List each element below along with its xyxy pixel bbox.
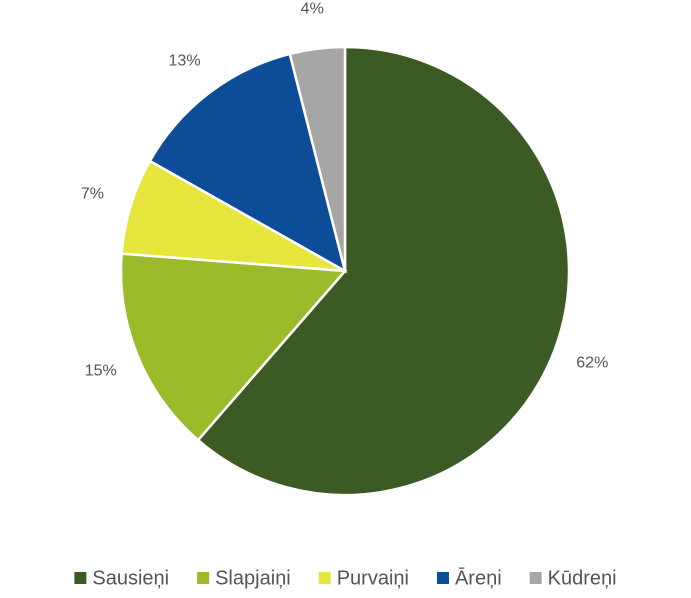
- data-label: 7%: [81, 185, 104, 202]
- legend-label: Kūdreņi: [548, 567, 617, 589]
- pie-slice: [148, 52, 347, 274]
- legend-label: Slapjaiņi: [215, 567, 291, 589]
- pie-slice: [196, 45, 571, 497]
- legend-label: Sausieņi: [92, 567, 169, 589]
- data-label: 4%: [301, 0, 324, 17]
- legend-swatch: [318, 572, 331, 584]
- data-label: 15%: [85, 362, 117, 379]
- legend-swatch: [197, 572, 210, 584]
- data-label: 13%: [169, 53, 201, 70]
- pie-slice: [288, 45, 347, 272]
- legend-label: Āreņi: [455, 566, 502, 589]
- legend-swatch: [74, 572, 87, 584]
- pie-slice: [119, 252, 348, 442]
- legend-swatch: [529, 572, 542, 584]
- legend-label: Purvaiņi: [337, 567, 409, 589]
- legend-swatch: [436, 572, 449, 584]
- data-label: 62%: [576, 355, 608, 372]
